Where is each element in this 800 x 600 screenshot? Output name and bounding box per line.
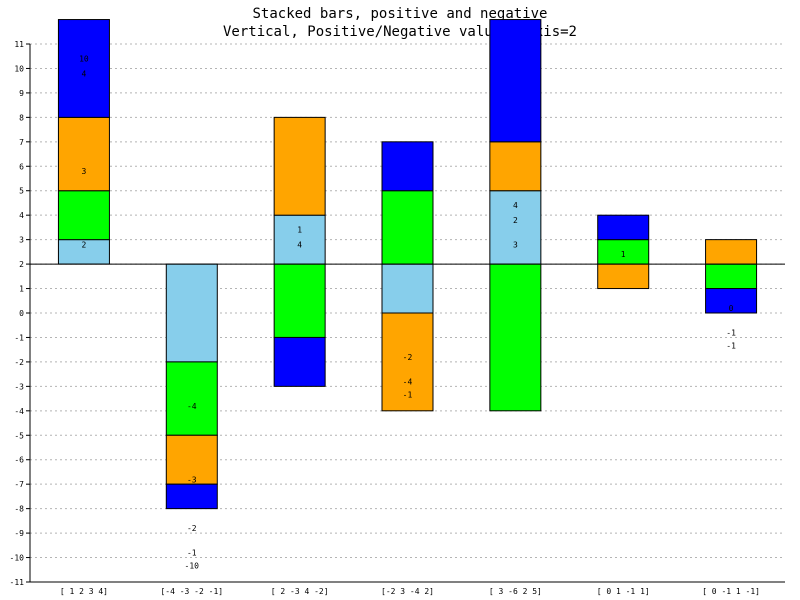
y-tick-label: -10	[10, 554, 25, 563]
segment-label: -3	[187, 475, 197, 484]
bar-segment	[381, 263, 434, 314]
y-tick-label: -3	[14, 382, 24, 391]
segment-label: 2	[513, 216, 518, 225]
bar-segment	[489, 19, 542, 143]
y-tick-label: -9	[14, 529, 24, 538]
bar-end-label: 1	[297, 226, 302, 235]
y-tick-label: 10	[14, 64, 24, 73]
y-tick-label: 7	[19, 138, 24, 147]
bar-segment	[273, 336, 326, 387]
y-tick-label: 2	[19, 260, 24, 269]
bar-end-label: -1	[726, 341, 736, 350]
bar-segment	[57, 239, 110, 265]
bar-segment	[489, 263, 542, 412]
bar-segment	[705, 239, 758, 265]
bar-end-label: 1	[621, 250, 626, 259]
segment-label: -1	[726, 329, 736, 338]
segment-label: 3	[82, 167, 87, 176]
y-tick-label: 1	[19, 285, 24, 294]
y-tick-label: -4	[14, 407, 24, 416]
y-tick-label: 8	[19, 113, 24, 122]
bar-segment	[597, 263, 650, 290]
bar-end-label: 10	[79, 54, 89, 63]
bar-segment	[705, 263, 758, 290]
bar-segment	[705, 288, 758, 314]
x-tick-label: [ 0 1 -1 1]	[597, 587, 650, 596]
x-tick-label: [-4 -3 -2 -1]	[160, 587, 223, 596]
chart-title: Stacked bars, positive and negative	[252, 6, 547, 22]
y-tick-label: 5	[19, 187, 24, 196]
segment-label: -1	[187, 549, 197, 558]
y-tick-label: -8	[14, 505, 24, 514]
bar-segment	[165, 361, 218, 436]
segment-label: -2	[403, 353, 413, 362]
bar-segment	[57, 116, 110, 192]
segment-label: 4	[297, 241, 302, 250]
chart-subtitle: Vertical, Positive/Negative values, axis…	[223, 24, 577, 40]
axes: -11-10-9-8-7-6-5-4-3-2-101234567891011[ …	[10, 40, 785, 596]
y-tick-label: -11	[10, 578, 25, 587]
y-tick-label: 0	[19, 309, 24, 318]
bar-segment	[273, 263, 326, 338]
segment-label: 3	[513, 241, 518, 250]
segment-label: -4	[403, 377, 413, 386]
x-tick-label: [-2 3 -4 2]	[381, 587, 434, 596]
segment-label: -2	[187, 524, 197, 533]
grid	[30, 43, 785, 583]
bar-segment	[381, 190, 434, 265]
bar-segment	[489, 141, 542, 192]
y-tick-label: -1	[14, 333, 24, 342]
y-tick-label: 4	[19, 211, 24, 220]
bar-segment	[381, 312, 434, 412]
bar-end-label: 4	[513, 201, 518, 210]
segment-label: -4	[187, 402, 197, 411]
segment-label: 2	[82, 241, 87, 250]
data-labels: 2 3 4 -4 -3 -2 -1 4 -2 -4 3 2 0 -1 10 -10 1 -1 4 1 -1	[79, 54, 736, 570]
x-tick-label: [ 0 -1 1 -1]	[702, 587, 760, 596]
bar-end-label: -1	[403, 390, 413, 399]
x-tick-label: [ 2 -3 4 -2]	[271, 587, 329, 596]
bar-segment	[57, 19, 110, 118]
segment-label: 0	[729, 304, 734, 313]
y-tick-label: -5	[14, 431, 24, 440]
bar-segment	[273, 116, 326, 216]
bar-segment	[381, 141, 434, 192]
x-tick-label: [ 1 2 3 4]	[60, 587, 108, 596]
y-tick-label: -7	[14, 480, 24, 489]
segment-label: 4	[82, 69, 87, 78]
bar-segment	[57, 190, 110, 241]
bars	[57, 19, 758, 510]
y-tick-label: 6	[19, 162, 24, 171]
bar-segment	[165, 434, 218, 485]
y-tick-label: 11	[14, 40, 24, 49]
y-tick-label: 3	[19, 236, 24, 245]
bar-segment	[597, 214, 650, 241]
y-tick-label: -2	[14, 358, 24, 367]
bar-end-label: -10	[185, 562, 200, 571]
bar-segment	[165, 263, 218, 363]
x-tick-label: [ 3 -6 2 5]	[489, 587, 542, 596]
bar-segment	[165, 483, 218, 510]
y-tick-label: -6	[14, 456, 24, 465]
y-tick-label: 9	[19, 89, 24, 98]
